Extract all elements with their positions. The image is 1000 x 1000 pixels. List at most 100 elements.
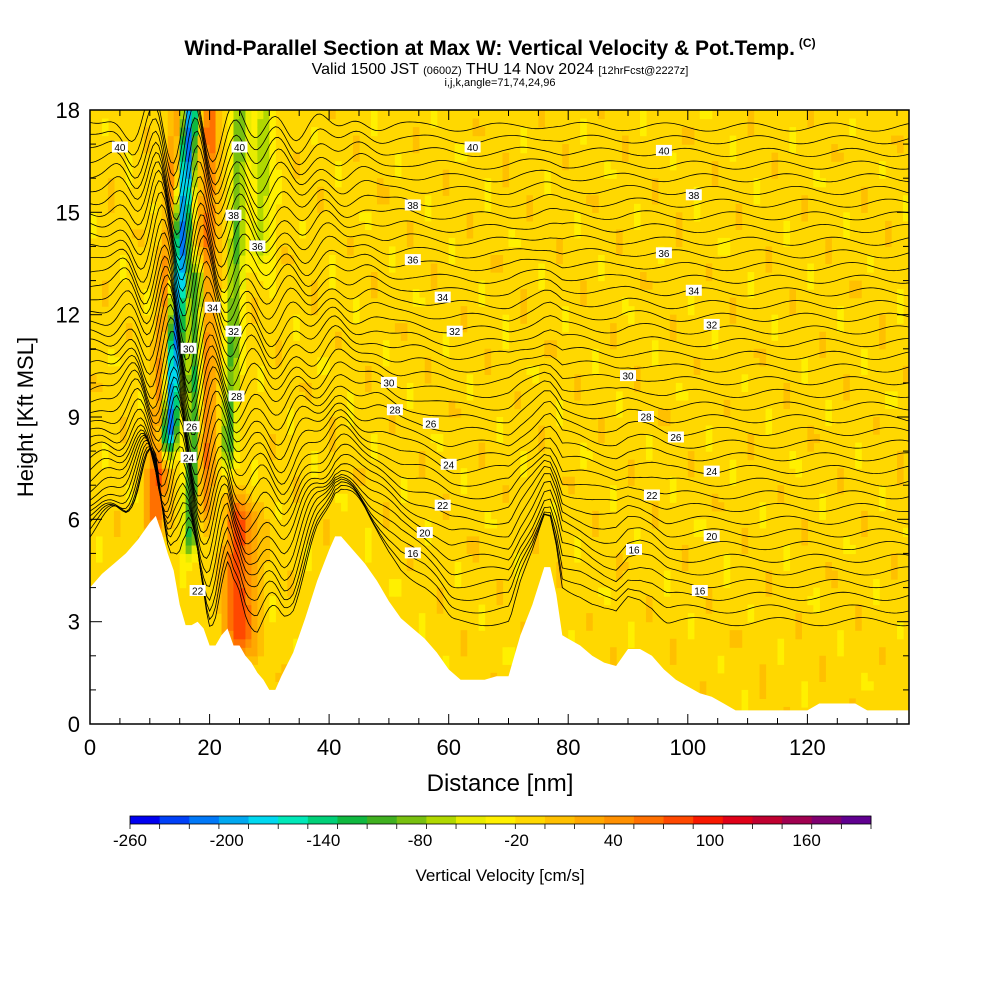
velocity-cell bbox=[233, 169, 241, 179]
velocity-cell bbox=[496, 417, 504, 427]
velocity-cell bbox=[257, 374, 264, 384]
velocity-cell bbox=[897, 289, 904, 299]
velocity-cell bbox=[478, 613, 486, 623]
theta-label: 38 bbox=[404, 199, 421, 212]
velocity-cell bbox=[263, 280, 270, 290]
velocity-cell bbox=[269, 434, 276, 444]
velocity-cell bbox=[161, 391, 169, 401]
velocity-cell bbox=[729, 297, 737, 307]
theta-label-text: 24 bbox=[183, 453, 195, 464]
velocity-cell bbox=[424, 536, 432, 546]
velocity-cell bbox=[227, 110, 235, 120]
velocity-cell bbox=[275, 169, 282, 179]
velocity-cell bbox=[221, 536, 229, 546]
colorbar-tick-label: 160 bbox=[792, 831, 820, 850]
velocity-cell bbox=[382, 340, 390, 350]
velocity-cell bbox=[203, 186, 211, 196]
velocity-cell bbox=[239, 587, 247, 597]
velocity-cell bbox=[317, 195, 324, 205]
theta-label: 26 bbox=[422, 417, 439, 430]
velocity-cell bbox=[167, 186, 175, 196]
velocity-cell bbox=[478, 280, 486, 290]
velocity-cell bbox=[526, 195, 533, 205]
velocity-cell bbox=[149, 476, 157, 486]
velocity-cell bbox=[538, 442, 545, 452]
velocity-cell bbox=[167, 135, 175, 145]
theta-label-bg bbox=[404, 547, 421, 559]
velocity-cell bbox=[837, 306, 844, 316]
velocity-cell bbox=[197, 502, 205, 512]
velocity-cell bbox=[203, 459, 211, 469]
velocity-cell bbox=[257, 161, 264, 171]
velocity-cell bbox=[191, 203, 199, 213]
theta-label: 32 bbox=[446, 325, 463, 338]
velocity-cell bbox=[185, 314, 193, 324]
velocity-cell bbox=[610, 655, 617, 665]
theta-contour-line bbox=[90, 110, 909, 177]
velocity-cell bbox=[101, 451, 109, 461]
velocity-cell bbox=[269, 254, 276, 265]
velocity-cell bbox=[149, 502, 157, 512]
theta-label-bg bbox=[404, 254, 421, 266]
velocity-cell bbox=[873, 596, 880, 606]
velocity-cell bbox=[442, 186, 450, 196]
velocity-cell bbox=[191, 169, 199, 179]
theta-contour-line bbox=[90, 447, 909, 633]
velocity-cell bbox=[197, 178, 205, 188]
theta-label-bg bbox=[434, 291, 451, 303]
velocity-cell bbox=[717, 664, 725, 674]
theta-label-text: 34 bbox=[437, 293, 449, 304]
velocity-cell bbox=[239, 604, 247, 614]
velocity-cell bbox=[191, 254, 199, 265]
velocity-cell bbox=[364, 382, 372, 393]
velocity-cell bbox=[657, 408, 665, 418]
velocity-cell bbox=[747, 272, 755, 282]
velocity-field bbox=[90, 110, 909, 724]
velocity-cell bbox=[807, 425, 814, 435]
velocity-cell bbox=[251, 544, 258, 555]
velocity-cell bbox=[203, 237, 211, 248]
velocity-cell bbox=[628, 638, 635, 648]
velocity-cell bbox=[251, 579, 258, 589]
velocity-cell bbox=[903, 374, 909, 384]
velocity-cell bbox=[209, 314, 217, 324]
velocity-cell bbox=[496, 254, 504, 265]
velocity-cell bbox=[167, 493, 175, 503]
velocity-cell bbox=[867, 254, 874, 265]
theta-label: 28 bbox=[638, 411, 654, 424]
velocity-cell bbox=[520, 135, 527, 145]
velocity-cell bbox=[502, 331, 510, 341]
theta-label-bg bbox=[703, 465, 720, 477]
velocity-cell bbox=[430, 118, 438, 128]
theta-contour-line bbox=[90, 429, 909, 523]
velocity-cell bbox=[239, 203, 247, 213]
velocity-cell bbox=[813, 596, 820, 606]
velocity-cell bbox=[179, 110, 187, 120]
velocity-cell bbox=[897, 314, 904, 324]
velocity-cell bbox=[364, 536, 372, 546]
velocity-cell bbox=[604, 161, 611, 171]
theta-contour-line bbox=[90, 439, 909, 574]
theta-label: 28 bbox=[228, 390, 245, 403]
velocity-cell bbox=[514, 561, 522, 572]
velocity-cell bbox=[759, 664, 767, 674]
velocity-cell bbox=[155, 331, 163, 341]
velocity-cell bbox=[251, 263, 258, 273]
velocity-cell bbox=[221, 442, 229, 452]
velocity-cell bbox=[699, 681, 707, 691]
velocity-cell bbox=[257, 272, 264, 282]
velocity-cell bbox=[167, 340, 175, 350]
velocity-cell bbox=[598, 254, 605, 265]
colorbar-tick-label: -260 bbox=[113, 831, 147, 850]
velocity-cell bbox=[167, 110, 175, 120]
velocity-cell bbox=[825, 237, 832, 248]
velocity-cell bbox=[251, 152, 258, 162]
velocity-cell bbox=[628, 630, 635, 640]
velocity-cell bbox=[167, 118, 175, 128]
velocity-cell bbox=[711, 502, 719, 512]
velocity-cell bbox=[155, 382, 163, 393]
velocity-cell bbox=[101, 127, 109, 137]
velocity-cell bbox=[167, 314, 175, 324]
velocity-cell bbox=[167, 331, 175, 341]
velocity-cell bbox=[311, 135, 318, 145]
